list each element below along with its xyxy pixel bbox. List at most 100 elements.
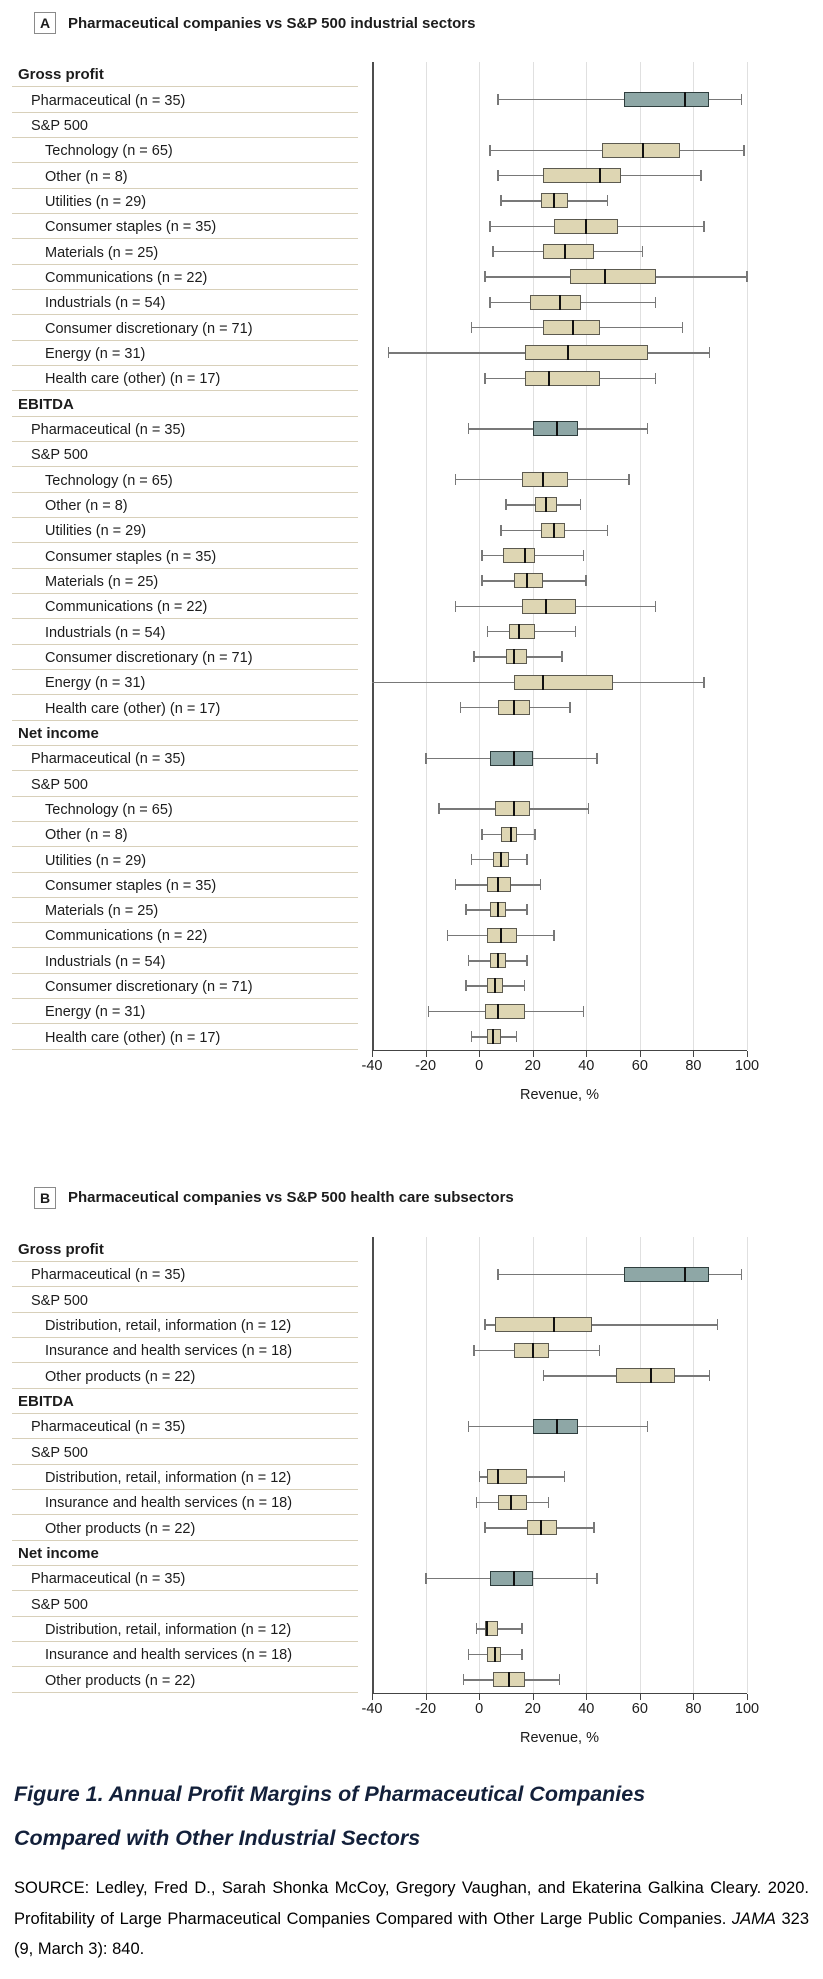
row-label: Technology (n = 65) [0,138,372,164]
row-label: Pharmaceutical (n = 35) [0,1566,372,1592]
iqr-box [495,1317,592,1333]
box-plot [372,1515,747,1540]
row-label: S&P 500 [0,771,372,797]
whisker-cap-right [553,929,555,941]
axis-tick [639,1050,641,1057]
chart-row: Other (n = 8) [0,493,823,519]
figure-source: SOURCE: Ledley, Fred D., Sarah Shonka Mc… [14,1873,809,1965]
whisker-cap-left [505,499,507,511]
whisker-cap-left [475,1623,478,1635]
box-plot [372,290,747,315]
iqr-box [543,319,600,335]
whisker-cap-right [708,1370,710,1382]
iqr-box [570,269,656,285]
whisker-cap-left [497,1268,499,1280]
whisker-cap-right [558,1674,560,1686]
chart-row: Insurance and health services (n = 18) [0,1338,823,1364]
whisker-cap-left [497,93,499,105]
row-label: Consumer staples (n = 35) [0,214,372,240]
box-plot [372,1490,747,1515]
median-line [494,978,497,994]
median-line [512,750,515,766]
iqr-box [513,573,544,589]
whisker-cap-left [497,169,499,181]
chart-row: S&P 500 [0,771,823,797]
whisker-cap-left [470,853,473,865]
iqr-box [500,826,517,842]
row-label: Utilities (n = 29) [0,189,372,215]
chart-row: Health care (other) (n = 17) [0,695,823,721]
box-plot [372,1363,747,1388]
median-line [526,573,529,589]
panel-b-tag: B [34,1186,56,1209]
iqr-box [522,471,568,487]
row-label-text: Health care (other) (n = 17) [45,371,221,388]
section-label: Net income [0,1541,372,1567]
median-line [547,370,550,386]
iqr-box [615,1368,675,1384]
row-label-text: S&P 500 [31,1596,88,1613]
median-line [598,167,601,183]
whisker-cap-left [470,321,473,333]
chart-row: Health care (other) (n = 17) [0,366,823,392]
panel-a-tag: A [34,12,56,34]
chart-row: Materials (n = 25) [0,239,823,265]
row-label-text: Materials (n = 25) [45,903,159,920]
box-plot [372,366,747,391]
row-label-text: Pharmaceutical (n = 35) [31,92,186,109]
chart-row: Pharmaceutical (n = 35) [0,87,823,113]
median-line [641,142,644,158]
median-line [496,1003,499,1019]
row-label: Industrials (n = 54) [0,290,372,316]
row-label-text: Other (n = 8) [45,827,128,844]
row-label: Other (n = 8) [0,493,372,519]
figure-title-line-2: Compared with Other Industrial Sectors [14,1826,421,1851]
row-label-text: Pharmaceutical (n = 35) [31,751,186,768]
row-label: Energy (n = 31) [0,999,372,1025]
median-line [545,497,548,513]
row-label: Consumer discretionary (n = 71) [0,974,372,1000]
row-label-text: Gross profit [18,66,104,84]
whisker-cap-left [446,929,448,941]
iqr-box [487,1646,501,1662]
box-plot [372,1566,747,1591]
median-line [496,902,499,918]
axis-tick [586,1693,588,1700]
figure-caption: Figure 1. Annual Profit Margins of Pharm… [0,1746,823,1979]
whisker-cap-right [703,676,705,688]
row-label-text: Distribution, retail, information (n = 1… [45,1470,292,1487]
whisker-cap-left [467,1420,470,1432]
median-line [494,1646,497,1662]
median-line [512,699,515,715]
chart-row: Pharmaceutical (n = 35) [0,1414,823,1440]
chart-row: Technology (n = 65) [0,797,823,823]
x-axis: -40 -20 0 20 40 60 80 100 [362,1049,759,1077]
median-line [512,1570,515,1586]
gridline [693,1236,695,1693]
gridline [747,1236,748,1693]
chart-row: Other (n = 8) [0,163,823,189]
whisker-cap-right [606,524,609,536]
median-line [649,1368,652,1384]
figure-title-line-1: Figure 1. Annual Profit Margins of Pharm… [14,1781,646,1806]
whisker-cap-right [654,600,657,612]
median-line [542,674,545,690]
chart-row: Distribution, retail, information (n = 1… [0,1617,823,1643]
row-label: Communications (n = 22) [0,594,372,620]
row-label-text: Other (n = 8) [45,497,128,514]
chart-row: Pharmaceutical (n = 35) [0,746,823,772]
iqr-box [487,1469,528,1485]
iqr-box [543,243,595,259]
row-label-text: Energy (n = 31) [45,675,146,692]
chart-row: Communications (n = 22) [0,923,823,949]
axis-tick [532,1050,534,1057]
row-label: Insurance and health services (n = 18) [0,1490,372,1516]
whisker-cap-right [579,499,582,511]
iqr-box [602,142,681,158]
row-label: Energy (n = 31) [0,341,372,367]
whisker-cap-left [542,1370,545,1382]
whisker-cap-left [489,220,491,232]
whisker-cap-left [467,423,470,435]
box-plot [372,1617,747,1642]
whisker-cap-left [500,195,502,207]
